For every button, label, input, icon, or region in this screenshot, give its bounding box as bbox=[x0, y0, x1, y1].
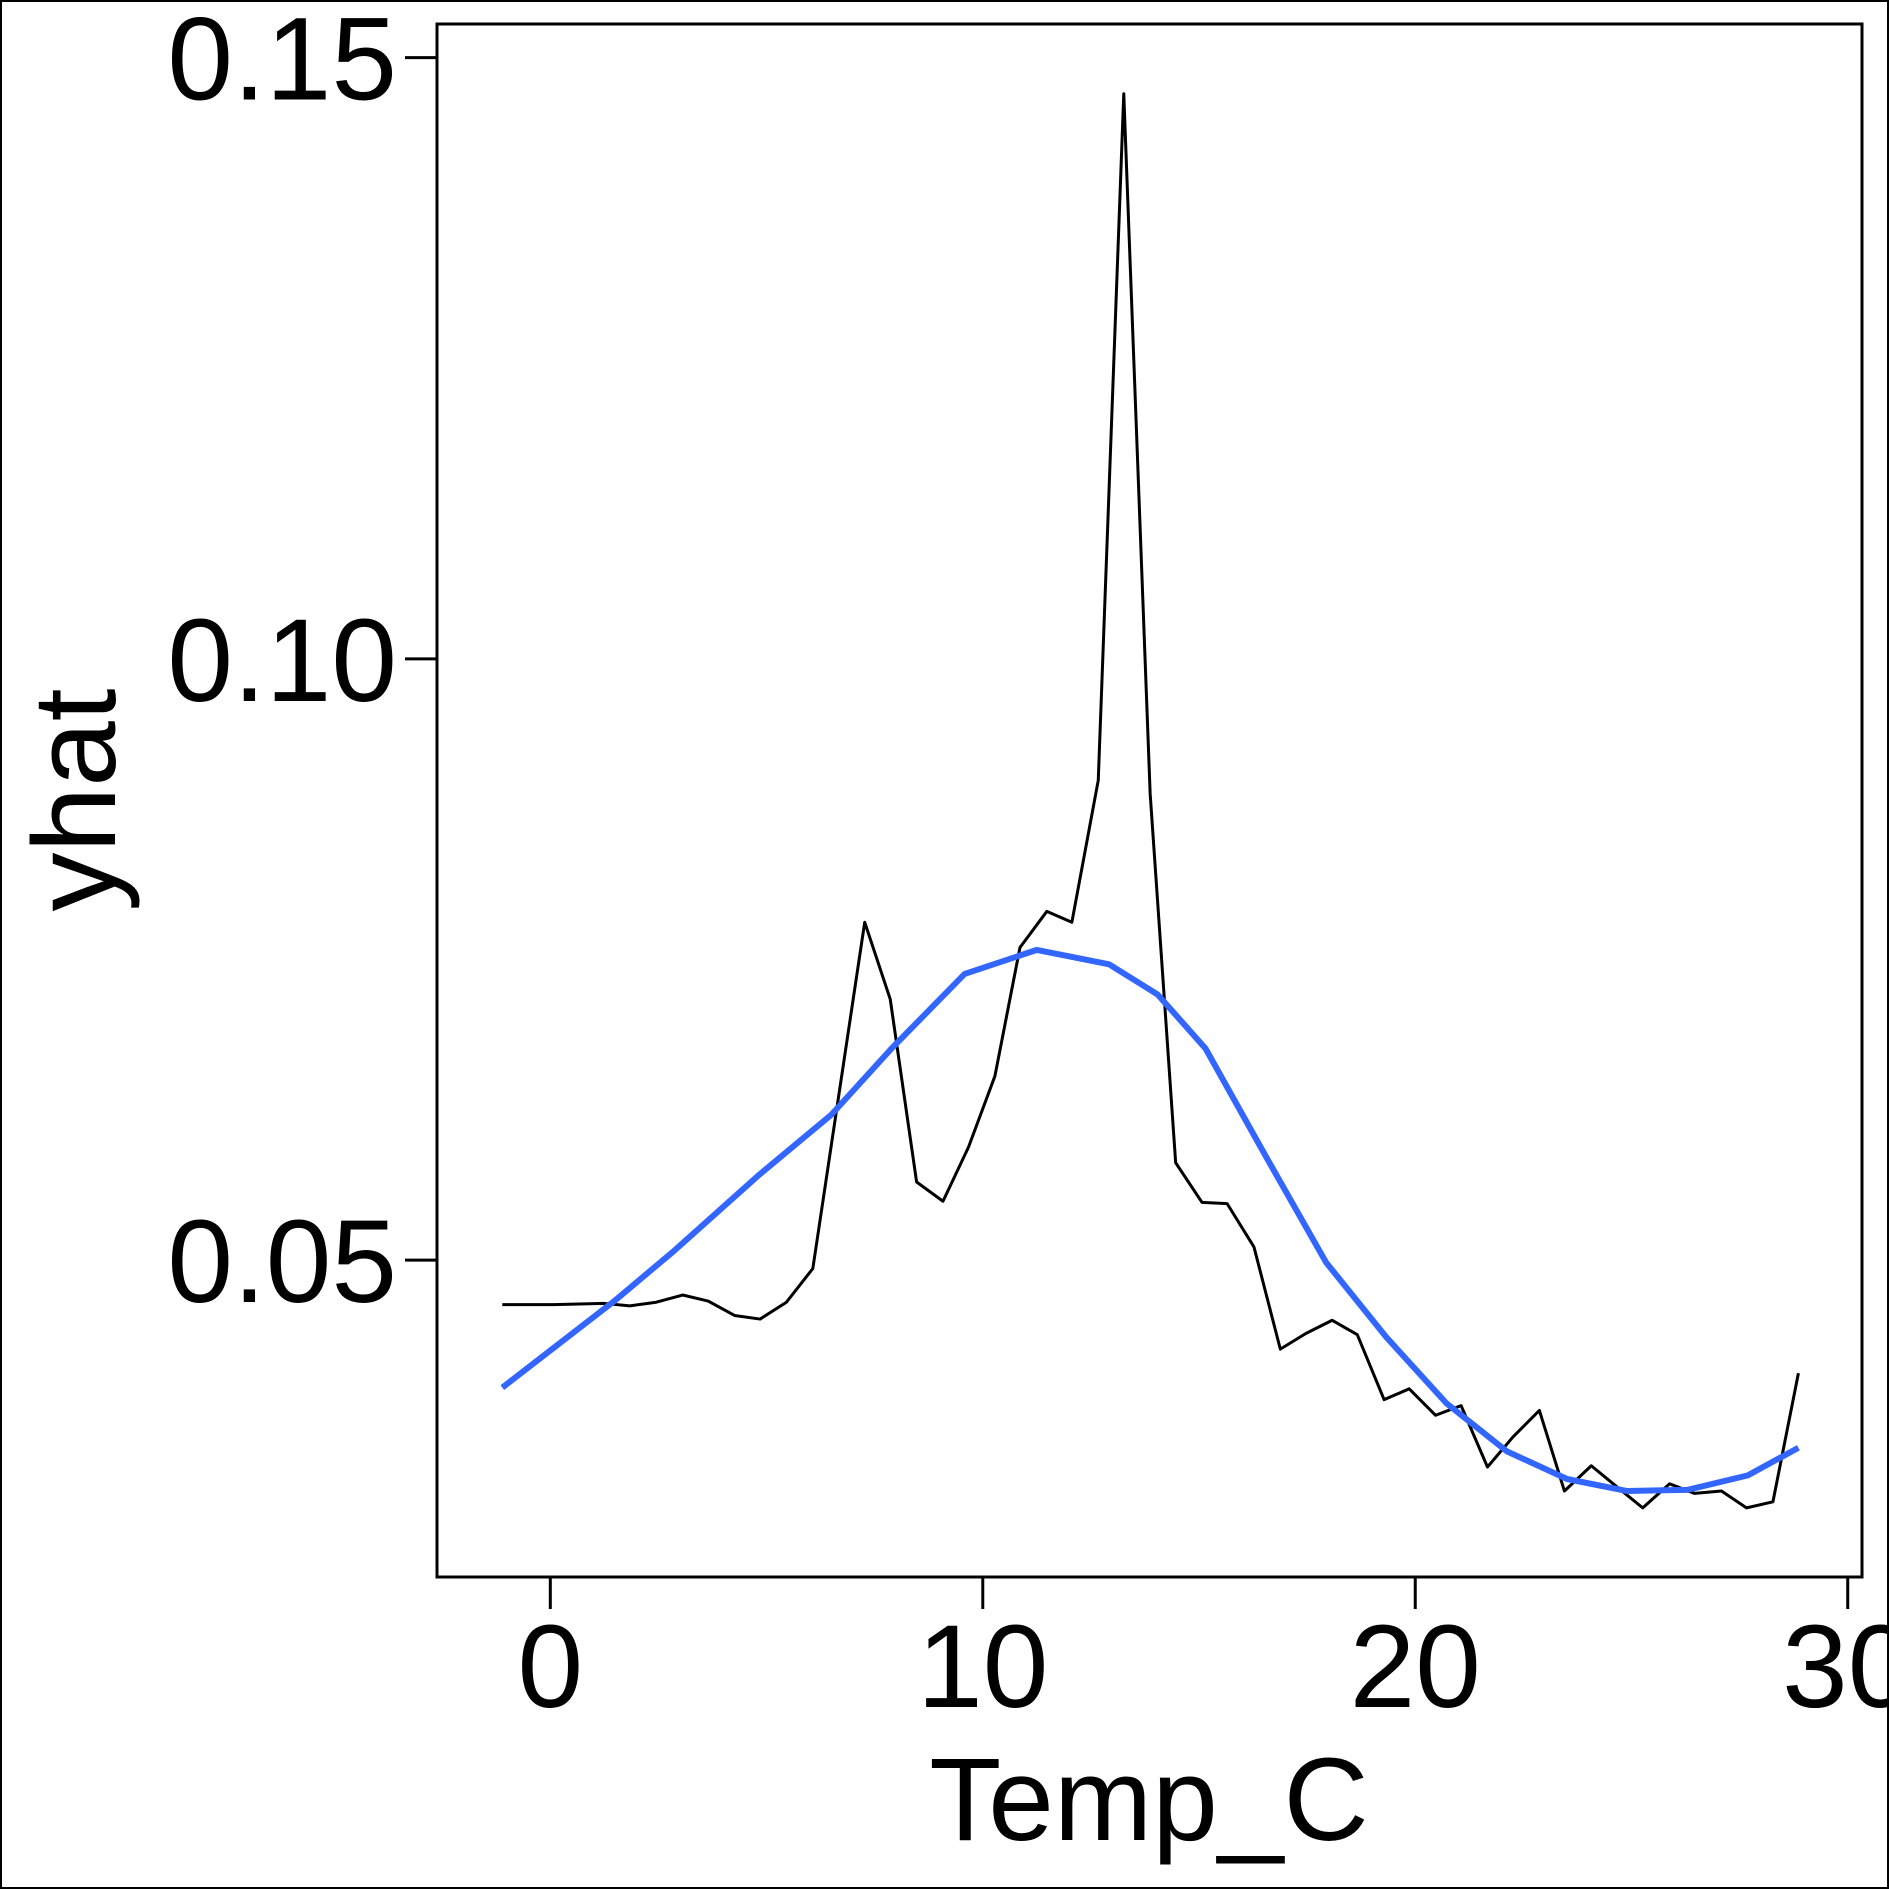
x-tick-label: 30 bbox=[1782, 1601, 1889, 1733]
line bbox=[500, 946, 1800, 1495]
y-tick-label: 0.15 bbox=[167, 0, 397, 126]
line bbox=[502, 92, 1800, 1510]
x-tick-label: 20 bbox=[1350, 1601, 1481, 1733]
x-tick-label: 0 bbox=[517, 1601, 583, 1733]
x-axis-title: Temp_C bbox=[929, 1734, 1368, 1866]
y-tick-label: 0.05 bbox=[167, 1196, 397, 1328]
y-tick-label: 0.10 bbox=[167, 595, 397, 727]
plot-area bbox=[435, 22, 1864, 1579]
y-axis-title: yhat bbox=[9, 688, 141, 911]
x-tick-label: 10 bbox=[917, 1601, 1048, 1733]
